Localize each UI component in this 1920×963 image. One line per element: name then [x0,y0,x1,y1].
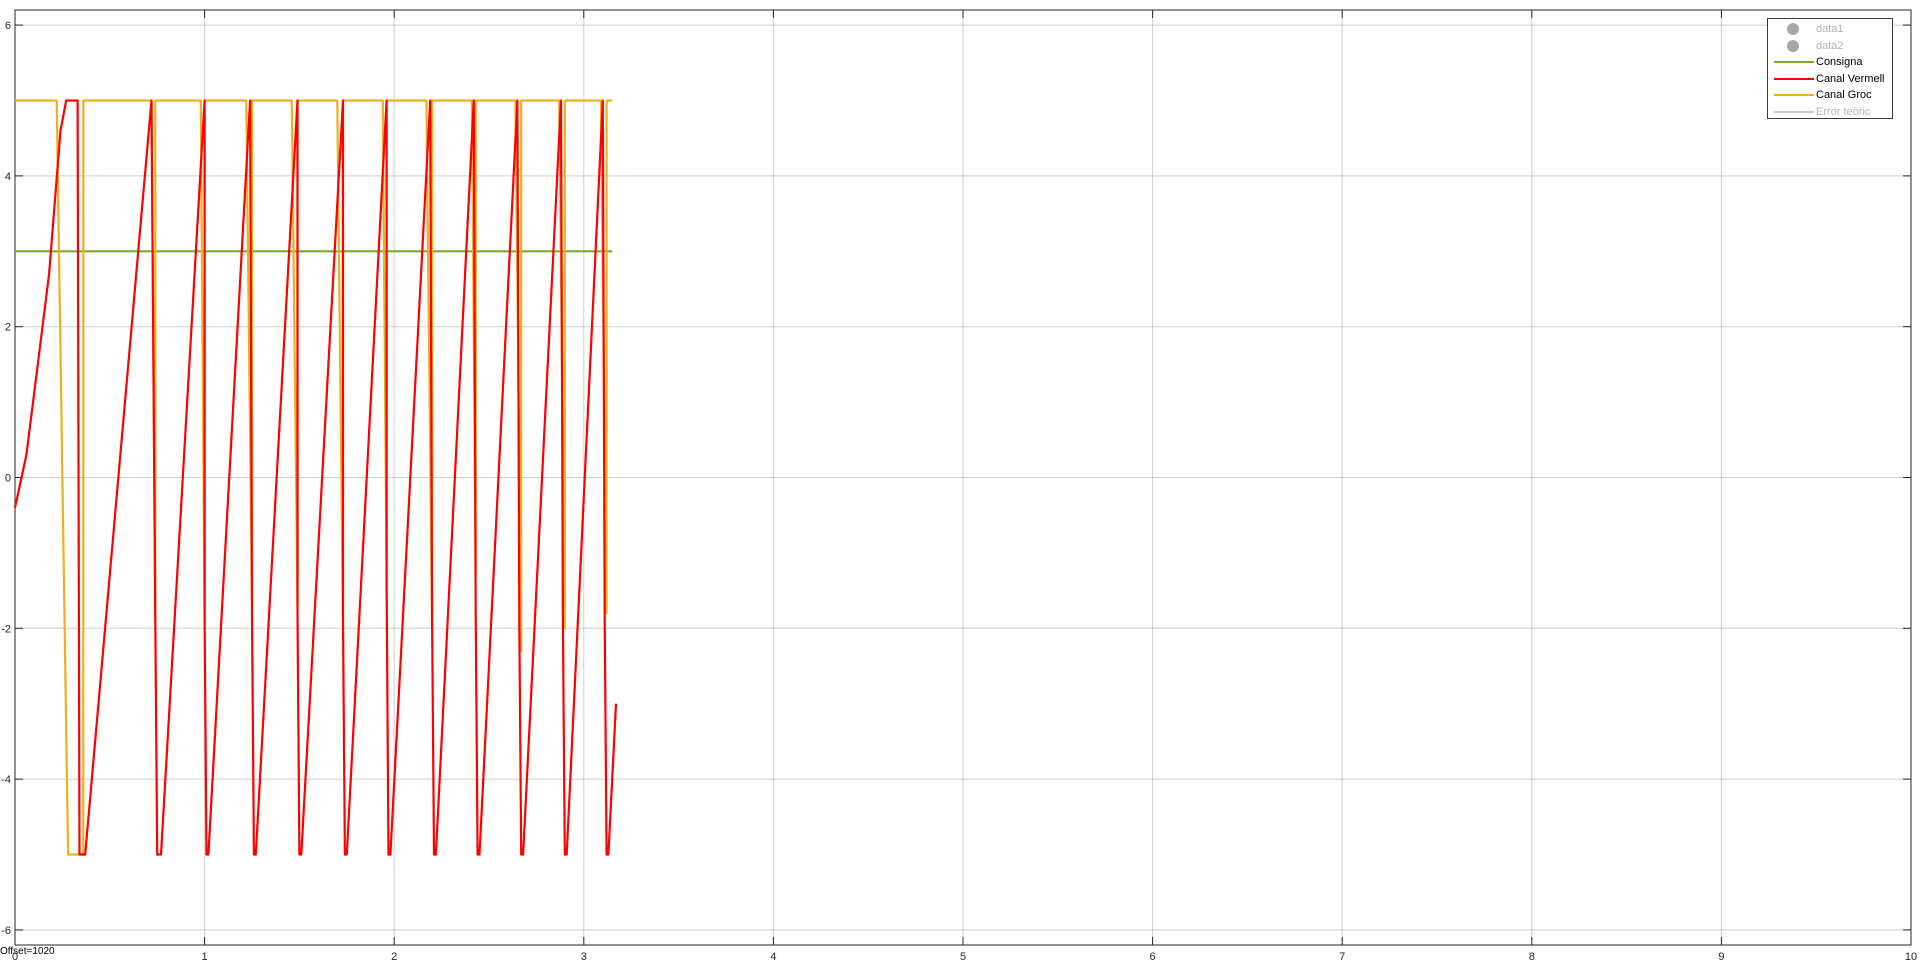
legend-line-icon [1774,72,1814,86]
line-swatch-icon [1774,61,1814,63]
line-swatch-icon [1774,77,1814,80]
legend-marker-icon [1774,22,1814,36]
y-tick-label: -2 [1,623,11,635]
plot-series [13,99,618,856]
x-tick-label: 2 [391,951,397,963]
legend[interactable]: data1 data2 Consigna Canal Vermell Canal Gro… [1767,18,1893,119]
legend-item-data2[interactable]: data2 [1768,39,1892,53]
x-tick-label: 3 [581,951,587,963]
legend-label: Canal Vermell [1816,72,1885,85]
x-tick-label: 9 [1718,951,1724,963]
x-tick-label: 4 [770,951,776,963]
x-tick-label: 5 [960,951,966,963]
legend-line-icon [1774,88,1814,102]
legend-line-icon [1774,105,1814,119]
x-tick-label: 1 [202,951,208,963]
y-tick-label: 6 [5,20,11,32]
line-swatch-icon [1774,94,1814,96]
offset-label: Offset=1020 [0,946,55,957]
legend-item-canal-vermell[interactable]: Canal Vermell [1768,72,1892,86]
legend-label: data2 [1816,39,1844,52]
legend-item-consigna[interactable]: Consigna [1768,55,1892,69]
legend-item-error-teoric[interactable]: Error teòric [1768,105,1892,119]
legend-label: data1 [1816,23,1844,35]
y-tick-label: 0 [5,473,11,485]
x-tick-label: 0 [12,951,18,963]
circle-marker-icon [1787,39,1799,52]
legend-line-icon [1774,55,1814,69]
x-tick-label: 7 [1339,951,1345,963]
legend-label: Error teòric [1816,105,1871,118]
legend-label: Canal Groc [1816,89,1872,101]
line-swatch-icon [1774,110,1814,113]
x-tick-label: 6 [1150,951,1156,963]
x-tick-label: 8 [1529,951,1535,963]
y-tick-label: -4 [1,774,11,786]
circle-marker-icon [1787,23,1799,35]
legend-label: Consigna [1816,56,1863,68]
legend-item-canal-groc[interactable]: Canal Groc [1768,88,1892,102]
x-tick-label: 10 [1905,951,1917,963]
y-tick-label: 4 [5,171,11,183]
legend-item-data1[interactable]: data1 [1768,22,1892,36]
y-tick-label: 2 [5,322,11,334]
y-tick-label: -6 [1,925,11,937]
axis-ticks: 0 1 2 3 4 5 6 7 8 9 10 -6 -4 -2 0 2 4 6 [1,10,1917,963]
series-line-canal-vermell [13,99,618,856]
legend-marker-icon [1774,39,1814,53]
